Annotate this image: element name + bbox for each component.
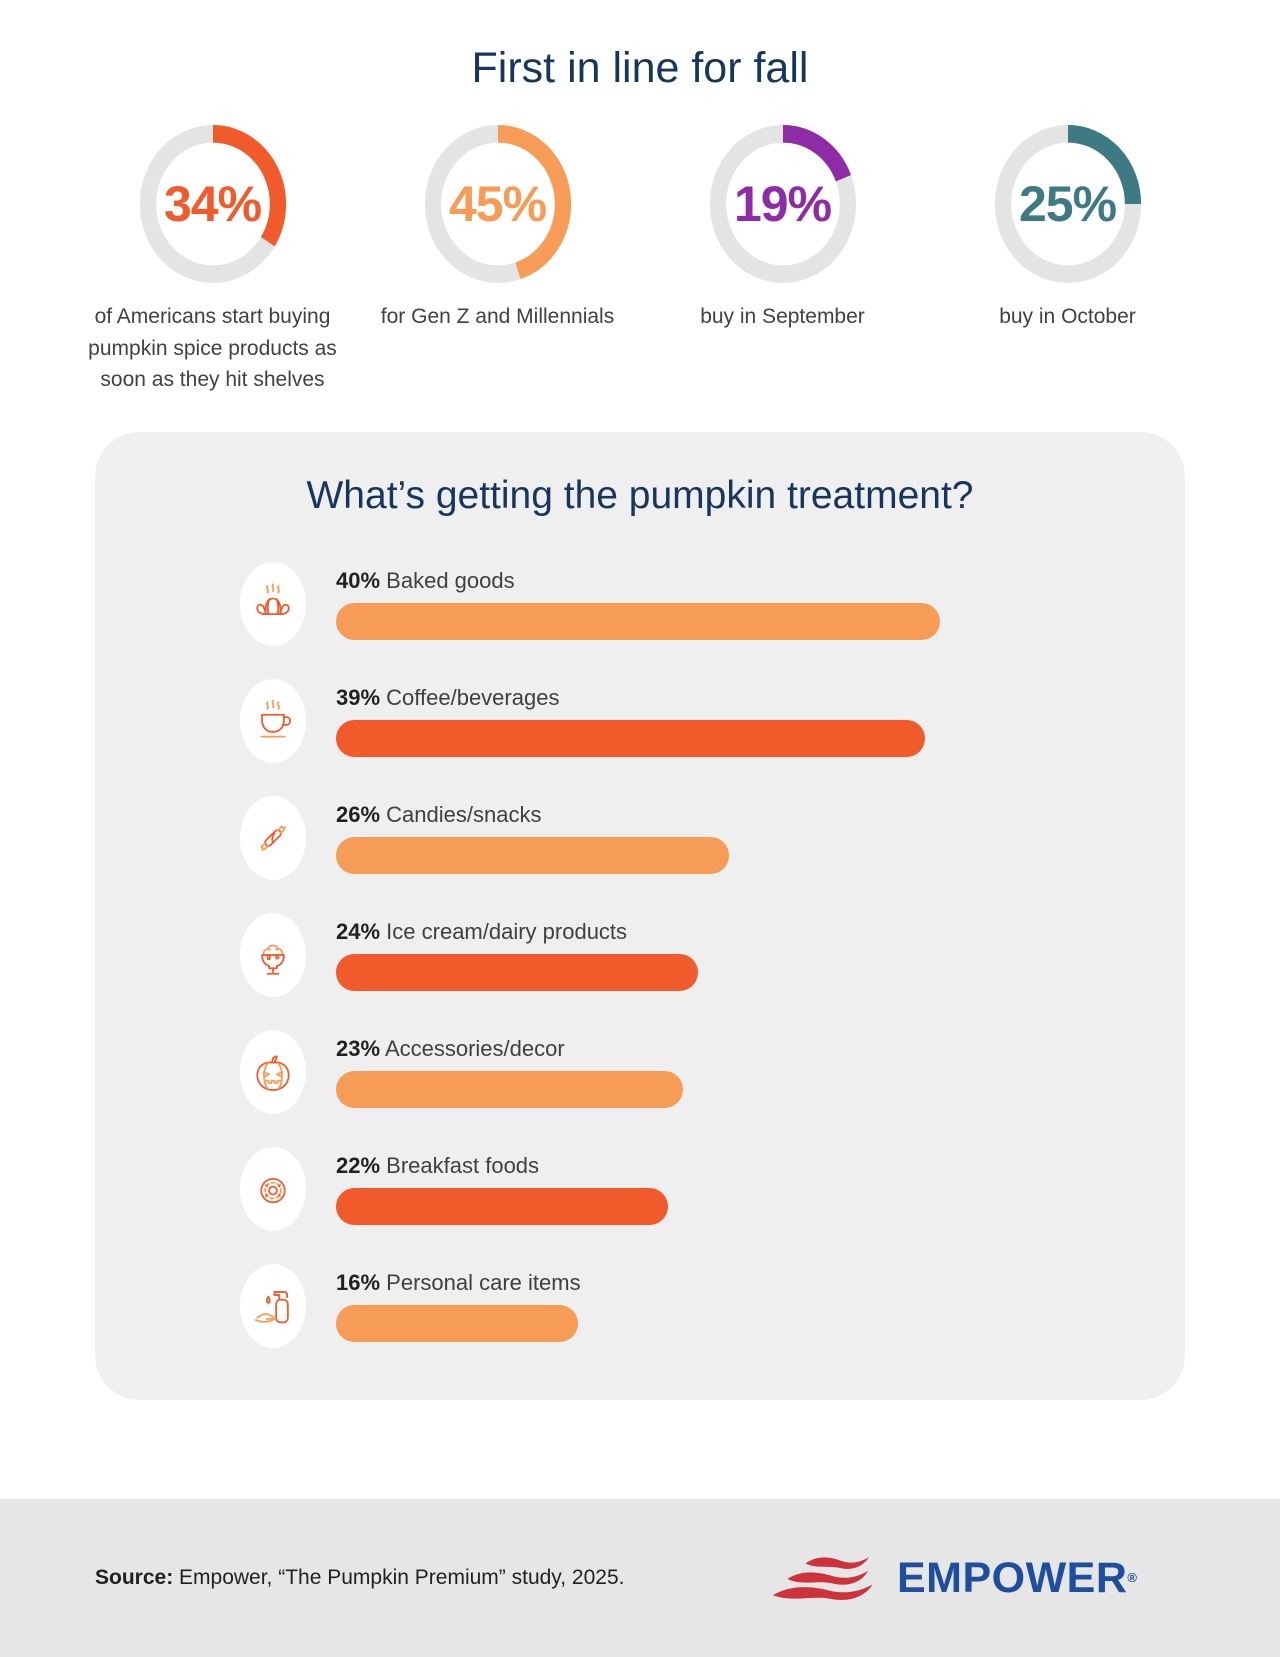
bar-value: 16% (336, 1269, 381, 1295)
stat-buy-october: 25% buy in October (925, 123, 1210, 396)
bar-label: 39% Coffee/beverages (336, 685, 940, 711)
page-title: First in line for fall (471, 44, 809, 92)
bar-value: 26% (336, 801, 381, 827)
stat-caption: buy in September (700, 305, 865, 328)
bar-label: 26% Candies/snacks (336, 802, 940, 828)
coffee-cup-icon (240, 678, 306, 763)
bar-row-content: 23% Accessories/decor (336, 1036, 940, 1108)
bar-track (336, 719, 940, 757)
bar-value: 23% (336, 1035, 381, 1061)
bar-coffee-beverages (336, 719, 925, 757)
bar-category: Candies/snacks (386, 801, 542, 827)
bar-label: 16% Personal care items (336, 1270, 940, 1296)
bar-label: 22% Breakfast foods (336, 1153, 940, 1179)
footer: Source: Empower, “The Pumpkin Premium” s… (0, 1499, 1280, 1657)
donut-chart-45: 45% (423, 123, 573, 285)
bar-breakfast-foods (336, 1187, 669, 1225)
bar-track (336, 602, 940, 640)
bar-row-content: 22% Breakfast foods (336, 1153, 940, 1225)
donut-ring (994, 125, 1141, 283)
bar-value: 39% (336, 684, 381, 710)
empower-waves-icon (772, 1557, 873, 1600)
stat-value: 19% (733, 176, 832, 232)
bar-chart-title: What’s getting the pumpkin treatment? (306, 473, 974, 517)
bar-candies-snacks (336, 836, 729, 874)
bar-category: Ice cream/dairy products (386, 918, 628, 944)
bar-chart-rows: 40% Baked goods 39% (95, 561, 1185, 1348)
stat-value: 45% (448, 176, 547, 232)
donut-icon (240, 1146, 306, 1231)
bar-row-candies-snacks: 26% Candies/snacks (240, 795, 1185, 880)
bar-row-coffee-beverages: 39% Coffee/beverages (240, 678, 1185, 763)
bar-category: Baked goods (386, 567, 515, 593)
bar-label: 23% Accessories/decor (336, 1036, 940, 1062)
stat-genz-millennials: 45% for Gen Z and Millennials (355, 123, 640, 396)
bar-row-content: 39% Coffee/beverages (336, 685, 940, 757)
donut-gauge-row: 34% of Americans start buying pumpkin sp… (70, 123, 1210, 396)
bar-row-breakfast-foods: 22% Breakfast foods (240, 1146, 1185, 1231)
bar-label: 24% Ice cream/dairy products (336, 919, 940, 945)
bar-track (336, 1304, 940, 1342)
bar-category: Accessories/decor (384, 1035, 565, 1061)
stat-caption: of Americans start buying pumpkin spice … (88, 305, 337, 391)
bar-chart-card: What’s getting the pumpkin treatment? (95, 431, 1185, 1400)
bar-category: Breakfast foods (386, 1152, 540, 1178)
bar-ice-cream-dairy (336, 953, 699, 991)
bar-track (336, 1187, 940, 1225)
stat-caption: for Gen Z and Millennials (380, 305, 615, 328)
empower-logo: EMPOWER ® (771, 1548, 1137, 1608)
donut-chart-25: 25% (993, 123, 1143, 285)
bar-track (336, 836, 940, 874)
bar-value: 40% (336, 567, 381, 593)
bar-row-content: 26% Candies/snacks (336, 802, 940, 874)
bar-track (336, 953, 940, 991)
bar-row-personal-care: 16% Personal care items (240, 1263, 1185, 1348)
bar-category: Personal care items (386, 1269, 581, 1295)
jack-o-lantern-icon (240, 1029, 306, 1114)
stat-value: 25% (1018, 176, 1117, 232)
donut-chart-19: 19% (708, 123, 858, 285)
bar-value: 24% (336, 918, 381, 944)
source-text: Empower, “The Pumpkin Premium” study, 20… (173, 1566, 625, 1589)
bar-track (336, 1070, 940, 1108)
stat-value: 34% (163, 176, 262, 232)
empower-wordmark: EMPOWER (896, 1553, 1128, 1602)
source-label: Source: (95, 1566, 174, 1589)
bar-row-accessories-decor: 23% Accessories/decor (240, 1029, 1185, 1114)
bar-personal-care (336, 1304, 578, 1342)
bar-category: Coffee/beverages (386, 684, 560, 710)
croissant-icon (240, 561, 306, 646)
stat-immediate-buyers: 34% of Americans start buying pumpkin sp… (70, 123, 355, 396)
donut-ring (424, 125, 571, 283)
donut-ring (709, 125, 856, 283)
bar-accessories-decor (336, 1070, 684, 1108)
bar-value: 22% (336, 1152, 381, 1178)
bar-row-baked-goods: 40% Baked goods (240, 561, 1185, 646)
source-note: Source: Empower, “The Pumpkin Premium” s… (95, 1566, 624, 1590)
stat-caption: buy in October (999, 305, 1136, 328)
donut-ring (139, 125, 286, 283)
bar-row-content: 24% Ice cream/dairy products (336, 919, 940, 991)
bar-row-content: 16% Personal care items (336, 1270, 940, 1342)
bar-label: 40% Baked goods (336, 568, 940, 594)
candy-icon (240, 795, 306, 880)
registered-mark: ® (1127, 1570, 1137, 1586)
hand-soap-icon (240, 1263, 306, 1348)
bar-baked-goods (336, 602, 940, 640)
donut-chart-34: 34% (138, 123, 288, 285)
stat-buy-september: 19% buy in September (640, 123, 925, 396)
bar-row-content: 40% Baked goods (336, 568, 940, 640)
bar-row-ice-cream-dairy: 24% Ice cream/dairy products (240, 912, 1185, 997)
ice-cream-sundae-icon (240, 912, 306, 997)
